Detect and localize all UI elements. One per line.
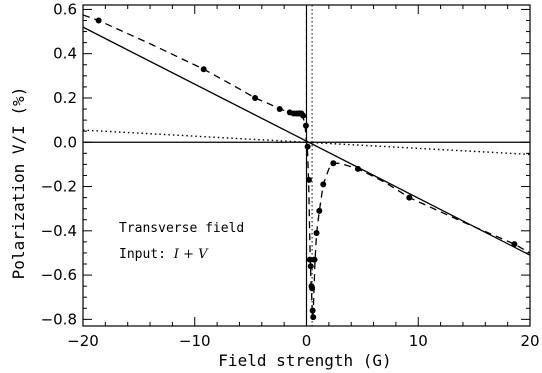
series-line-dashed (82, 14, 531, 318)
y-axis-title: Polarization V/I (%) (9, 87, 28, 280)
y-tick-label: −0.4 (41, 222, 77, 240)
y-tick-label: 0.4 (53, 45, 77, 63)
x-axis-title: Field strength (G) (218, 351, 391, 370)
y-tick-label: −0.2 (41, 178, 77, 196)
y-tick-label: −0.6 (41, 266, 77, 284)
y-tick-label: −0.8 (41, 310, 77, 328)
data-point (304, 143, 311, 150)
series-line-solid (82, 26, 531, 256)
data-point (316, 207, 323, 214)
y-tick-label: 0.2 (53, 89, 77, 107)
x-tick-label: −10 (179, 332, 211, 350)
x-tick-label: 0 (302, 332, 312, 350)
plot-layer (82, 5, 531, 326)
data-point (511, 241, 518, 248)
data-point (311, 256, 318, 263)
tick-label-layer: −20 −10 0 10 20 −0.8 −0.6 −0.4 −0.2 0.0 0.2 0.4 0.6 (41, 0, 540, 350)
x-tick-label: 20 (520, 332, 539, 350)
x-tick-label: −20 (67, 332, 99, 350)
x-tick-label: 10 (409, 332, 428, 350)
annotation-math: I + V (173, 247, 209, 262)
data-point (252, 94, 259, 101)
data-point (302, 122, 309, 129)
annotation-prefix: Input: (119, 247, 174, 262)
annotation-line-2: Input: I + V (119, 247, 209, 262)
annotation-line-1: Transverse field (119, 221, 244, 236)
data-point (307, 263, 314, 270)
y-tick-label: 0.0 (53, 133, 77, 151)
data-point (300, 112, 307, 119)
axis-layer (82, 4, 531, 327)
y-tick-label: 0.6 (53, 0, 77, 18)
